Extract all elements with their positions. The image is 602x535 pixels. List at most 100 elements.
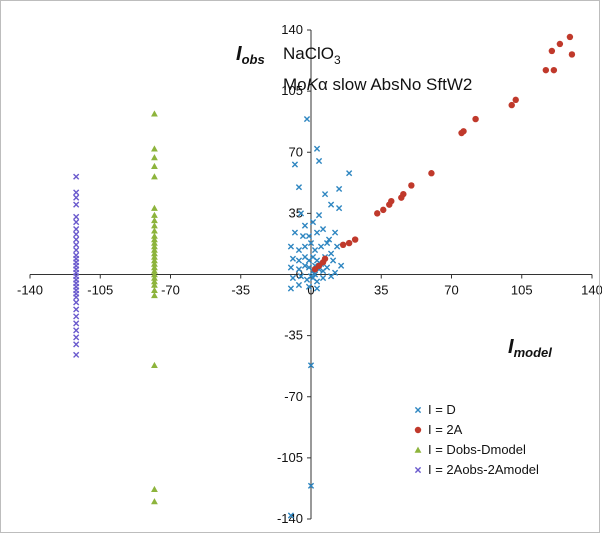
data-point [388,197,395,205]
data-point [336,185,343,193]
data-point [151,250,158,257]
data-point [151,286,158,293]
data-point [303,115,311,123]
data-point [548,47,556,55]
y-tick-label: -35 [284,328,303,343]
data-point [333,243,341,250]
data-point [313,229,321,236]
data-point [400,190,407,198]
data-point [295,246,303,254]
data-point [73,306,80,313]
data-point [151,253,158,260]
data-point [297,273,305,280]
data-point [151,278,158,285]
data-point [73,351,80,358]
data-point [151,204,158,211]
data-point [73,313,80,320]
y-tick-label: 70 [289,144,303,159]
data-point [307,482,315,489]
data-point [321,255,329,262]
data-point [351,236,359,243]
data-point [151,216,158,224]
data-point [73,246,80,254]
data-point [313,278,321,285]
data-point [73,219,80,226]
data-points [73,33,576,519]
x-tick-label: -105 [87,283,113,298]
data-point [313,285,321,292]
data-point [329,257,337,264]
y-tick-label: 140 [281,22,303,37]
data-point [73,334,80,341]
data-point [305,232,313,240]
data-point [408,182,415,189]
x-tick-label: 105 [511,283,533,298]
data-point [151,243,158,250]
x-tick-label: 70 [444,283,458,298]
legend-label: I = D [428,402,456,417]
y-tick-label: 35 [289,205,303,220]
data-point [295,257,303,264]
data-point [73,189,80,196]
data-point [566,33,574,41]
data-point [295,266,303,273]
data-point [472,115,479,123]
x-tick-label: -35 [231,283,250,298]
data-point [151,264,158,271]
series-2 [311,33,576,273]
legend-marker [414,426,422,434]
legend-label: I = 2A [428,422,463,437]
data-point [311,271,319,278]
data-point [346,170,353,177]
legend-label: I = 2Aobs-2Amodel [428,462,539,477]
data-point [295,281,303,289]
data-point [289,274,297,282]
data-point [331,229,339,236]
data-point [338,262,345,269]
data-point [317,243,325,250]
data-point [151,211,158,218]
data-point [299,232,307,240]
data-point [151,361,158,369]
data-point [307,362,315,369]
data-point [309,219,317,226]
data-point [151,260,158,267]
data-point [151,162,158,169]
data-point [151,267,158,274]
data-point [151,271,158,278]
data-point [151,498,158,505]
data-point [323,239,331,247]
data-point [291,161,299,168]
data-point [323,264,331,271]
data-point [151,145,158,152]
data-point [460,128,467,135]
data-point [550,66,558,74]
x-axis-title: Imodel [508,336,552,360]
legend-label: I = Dobs-Dmodel [428,442,526,457]
data-point [151,246,158,253]
data-point [73,299,80,306]
data-point [151,281,158,288]
data-point [287,512,295,519]
data-point [336,205,343,212]
data-point [287,285,295,292]
y-tick-label: -70 [284,389,303,404]
data-point [151,110,158,117]
data-point [345,239,353,247]
data-point [151,239,158,246]
data-point [73,341,80,348]
tick-labels: -140 -105 -70 -35 0 35 70 105 14014010570350-35-… [17,22,602,526]
data-point [73,231,80,238]
data-point [542,66,550,74]
data-point [73,236,80,243]
data-point [73,194,80,201]
y-tick-label: -140 [277,511,303,526]
data-point [556,40,564,48]
axes [29,29,593,520]
data-point [151,222,158,229]
data-point [73,327,80,334]
series-3 [151,110,158,505]
data-point [73,173,80,180]
data-point [380,206,387,214]
